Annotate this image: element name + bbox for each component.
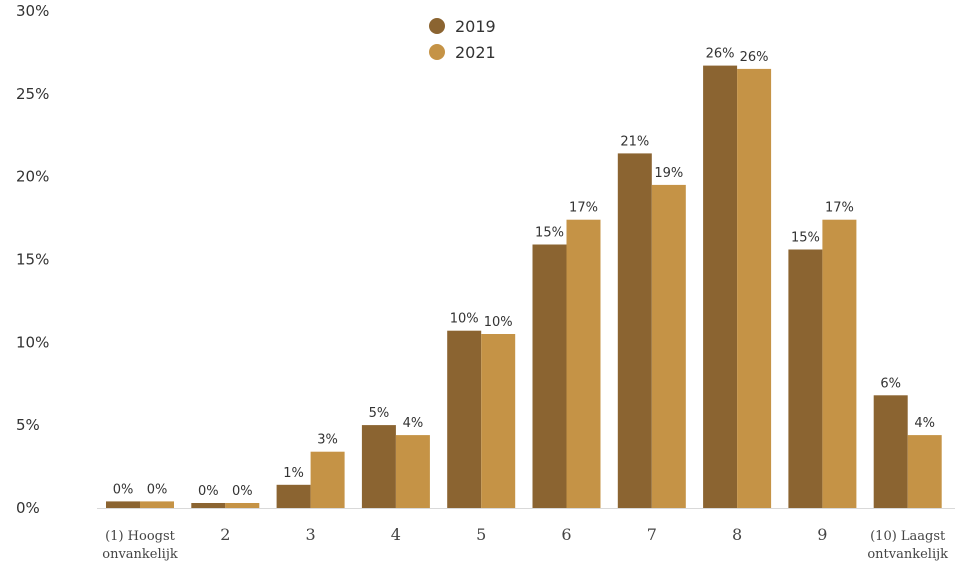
x-axis: (1) Hoogst onvankelijk 2 3 4 5 6 7 8 9 (10) Laagst…	[102, 525, 948, 562]
x-tick-label: 7	[647, 525, 657, 544]
data-label: 0%	[113, 482, 134, 497]
y-axis: 0% 5% 10% 15% 20% 25% 30%	[16, 2, 49, 517]
x-tick-label: 2	[220, 525, 230, 544]
bar-2021-6	[651, 184, 686, 508]
legend-marker-2019	[429, 18, 445, 34]
y-tick-label: 5%	[16, 416, 40, 434]
legend-marker-2021	[429, 44, 445, 60]
bar-2019-3	[361, 425, 396, 508]
data-label: 1%	[283, 466, 304, 481]
bar-2021-4	[481, 334, 516, 508]
bar-2019-6	[617, 153, 652, 508]
data-label: 17%	[569, 201, 598, 216]
data-label: 0%	[198, 484, 219, 499]
x-tick-label: 4	[391, 525, 401, 544]
y-tick-label: 0%	[16, 499, 40, 517]
bar-2021-3	[395, 435, 430, 508]
bar-2019-0	[106, 501, 140, 508]
data-label: 5%	[369, 406, 390, 421]
bar-2021-8	[822, 219, 857, 508]
legend: 2019 2021	[429, 17, 496, 62]
data-label: 3%	[317, 433, 338, 448]
y-tick-label: 10%	[16, 333, 49, 351]
data-label: 0%	[147, 482, 168, 497]
bar-2019-8	[788, 249, 823, 508]
data-label: 15%	[791, 231, 820, 246]
y-tick-label: 30%	[16, 2, 49, 20]
x-tick-label: (10) Laagst ontvankelijk	[867, 529, 948, 562]
data-labels: 0% 0% 0% 0% 1% 3% 5% 4% 10% 10% 15% 17% 21% 19% 26% 26%…	[113, 47, 935, 499]
bar-2019-9	[873, 395, 908, 508]
data-label: 6%	[880, 376, 901, 391]
data-label: 19%	[654, 166, 683, 181]
bar-2021-2	[310, 451, 345, 508]
legend-label-2021: 2021	[455, 43, 496, 62]
data-label: 15%	[535, 226, 564, 241]
data-label: 17%	[825, 201, 854, 216]
x-tick-label: 3	[306, 525, 316, 544]
bar-2019-4	[447, 330, 482, 508]
bar-2019-2	[276, 484, 311, 508]
bar-2019-5	[532, 244, 567, 508]
bar-2021-0	[140, 501, 174, 508]
x-tick-label: 9	[817, 525, 827, 544]
y-tick-label: 20%	[16, 168, 49, 186]
bar-2019-1	[191, 503, 226, 508]
x-tick-label: 5	[476, 525, 486, 544]
bar-2019-7	[703, 65, 738, 508]
data-label: 10%	[484, 315, 513, 330]
x-tick-label: (1) Hoogst onvankelijk	[102, 529, 178, 562]
data-label: 26%	[706, 47, 735, 62]
bar-2021-1	[225, 503, 260, 508]
data-label: 0%	[232, 484, 253, 499]
data-label: 10%	[450, 312, 479, 327]
bar-2021-5	[566, 219, 601, 508]
x-tick-label: 6	[561, 525, 571, 544]
data-label: 4%	[914, 416, 935, 431]
data-label: 4%	[403, 416, 424, 431]
bar-2021-7	[737, 68, 772, 509]
data-label: 21%	[620, 134, 649, 149]
bars	[106, 65, 942, 509]
data-label: 26%	[740, 50, 769, 65]
x-tick-label: 8	[732, 525, 742, 544]
legend-label-2019: 2019	[455, 17, 496, 36]
bar-2021-9	[907, 435, 942, 508]
y-tick-label: 15%	[16, 250, 49, 268]
y-tick-label: 25%	[16, 85, 49, 103]
